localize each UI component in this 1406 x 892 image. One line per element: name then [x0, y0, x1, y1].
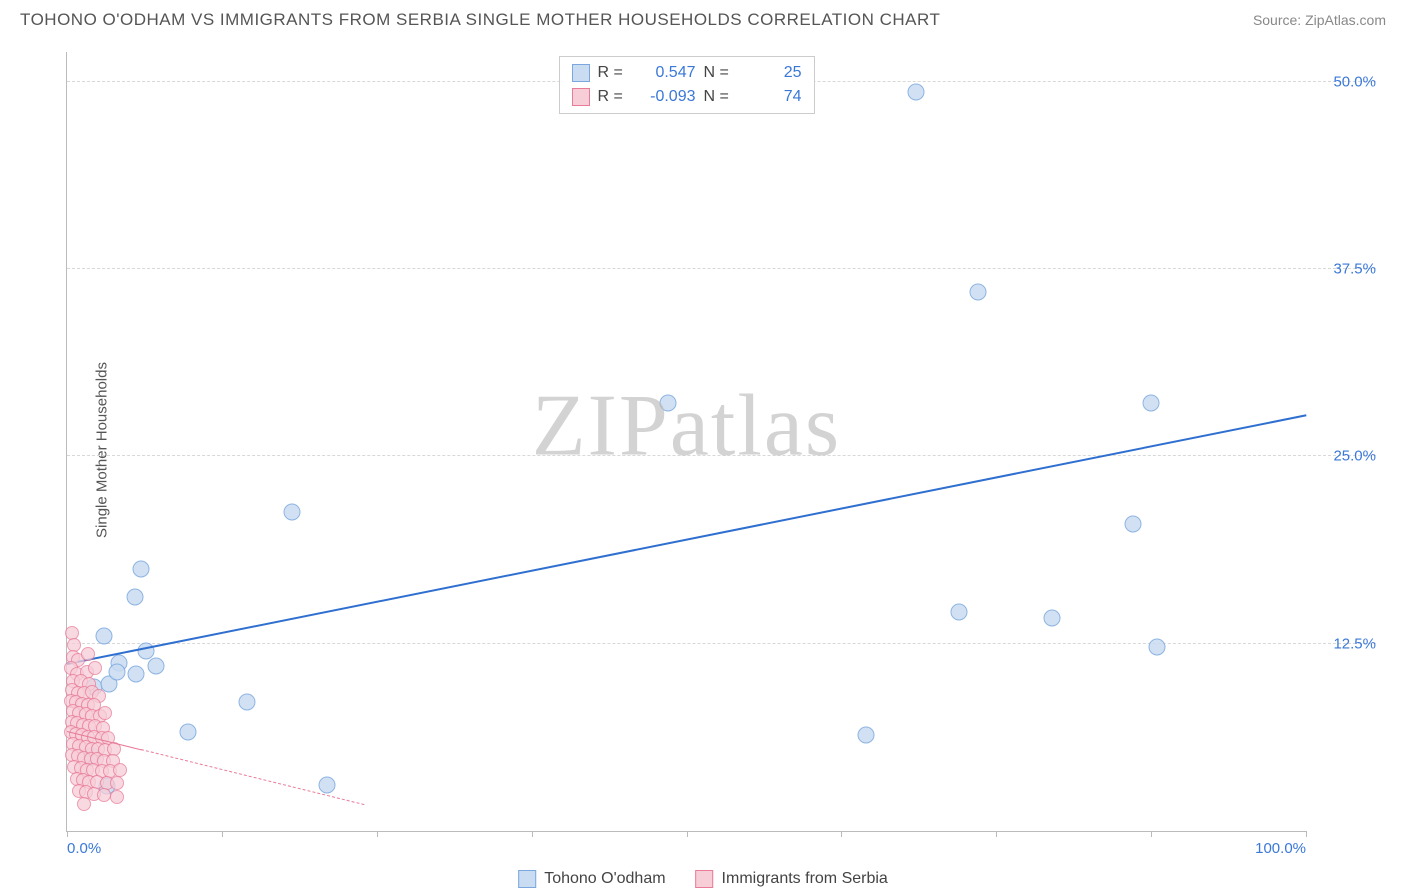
data-point — [110, 790, 124, 804]
x-tick — [377, 831, 378, 837]
data-point — [907, 84, 924, 101]
data-point — [128, 665, 145, 682]
legend-n-label: N = — [704, 61, 734, 85]
data-point — [319, 776, 336, 793]
data-point — [969, 283, 986, 300]
y-tick-label: 50.0% — [1312, 73, 1376, 90]
gridline — [67, 268, 1376, 269]
legend-n-label: N = — [704, 85, 734, 109]
legend-series-label: Immigrants from Serbia — [722, 870, 888, 888]
data-point — [96, 628, 113, 645]
x-tick-label: 0.0% — [67, 840, 101, 857]
x-tick — [687, 831, 688, 837]
legend-swatch — [572, 88, 590, 106]
data-point — [659, 394, 676, 411]
chart-header: TOHONO O'ODHAM VS IMMIGRANTS FROM SERBIA… — [0, 0, 1406, 36]
y-tick-label: 37.5% — [1312, 261, 1376, 278]
data-point — [127, 589, 144, 606]
x-tick-label: 100.0% — [1255, 840, 1306, 857]
watermark: ZIPatlas — [532, 375, 841, 476]
y-tick-label: 12.5% — [1312, 635, 1376, 652]
x-tick — [1306, 831, 1307, 837]
data-point — [98, 706, 112, 720]
chart-source: Source: ZipAtlas.com — [1253, 12, 1386, 28]
legend-r-value: 0.547 — [636, 61, 696, 85]
data-point — [113, 763, 127, 777]
data-point — [88, 661, 102, 675]
trend-line — [67, 415, 1306, 666]
legend-correlation-row: R = -0.093 N = 74 — [572, 85, 802, 109]
gridline — [67, 643, 1376, 644]
data-point — [110, 776, 124, 790]
chart-title: TOHONO O'ODHAM VS IMMIGRANTS FROM SERBIA… — [20, 10, 940, 30]
data-point — [1149, 638, 1166, 655]
legend-series-item: Immigrants from Serbia — [696, 870, 888, 888]
legend-swatch — [518, 870, 536, 888]
data-point — [180, 724, 197, 741]
legend-swatch — [572, 64, 590, 82]
data-point — [108, 664, 125, 681]
data-point — [81, 647, 95, 661]
x-tick — [532, 831, 533, 837]
legend-correlation-row: R = 0.547 N = 25 — [572, 61, 802, 85]
data-point — [951, 604, 968, 621]
data-point — [1124, 515, 1141, 532]
data-point — [133, 560, 150, 577]
data-point — [858, 727, 875, 744]
legend-n-value: 25 — [742, 61, 802, 85]
legend-series: Tohono O'odham Immigrants from Serbia — [518, 870, 888, 888]
legend-swatch — [696, 870, 714, 888]
data-point — [238, 694, 255, 711]
y-tick-label: 25.0% — [1312, 448, 1376, 465]
data-point — [77, 797, 91, 811]
legend-correlation: R = 0.547 N = 25 R = -0.093 N = 74 — [559, 56, 815, 114]
legend-r-label: R = — [598, 85, 628, 109]
data-point — [1044, 610, 1061, 627]
plot-area: ZIPatlas R =0.547N =25R =-0.093N =74 12.… — [66, 52, 1306, 832]
x-tick — [222, 831, 223, 837]
gridline — [67, 455, 1376, 456]
x-tick — [67, 831, 68, 837]
legend-r-label: R = — [598, 61, 628, 85]
legend-n-value: 74 — [742, 85, 802, 109]
legend-r-value: -0.093 — [636, 85, 696, 109]
data-point — [284, 503, 301, 520]
data-point — [148, 658, 165, 675]
legend-series-item: Tohono O'odham — [518, 870, 665, 888]
chart-container: Single Mother Households ZIPatlas R =0.5… — [20, 44, 1386, 856]
x-tick — [841, 831, 842, 837]
x-tick — [996, 831, 997, 837]
x-tick — [1151, 831, 1152, 837]
legend-series-label: Tohono O'odham — [544, 870, 665, 888]
data-point — [1143, 394, 1160, 411]
